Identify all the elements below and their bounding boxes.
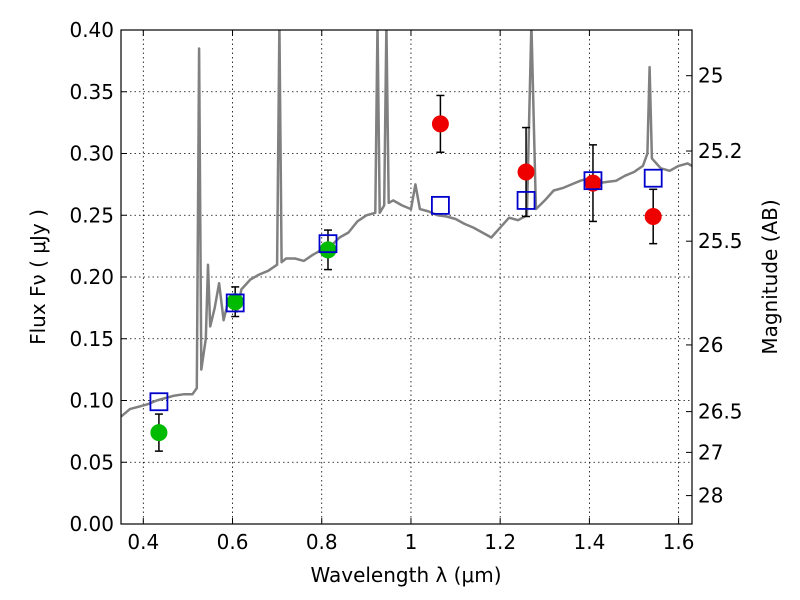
y2-tick-label: 25.2 — [698, 139, 743, 163]
y2-tick-label: 26.5 — [698, 400, 743, 424]
y-tick-label: 0.10 — [69, 389, 114, 413]
model-point — [225, 293, 245, 313]
data-point — [319, 241, 337, 259]
data-point — [517, 163, 535, 181]
x-tick-label: 1.2 — [484, 530, 516, 554]
x-tick-label: 1 — [405, 530, 418, 554]
axes: 0.4 0.6 0.8 1 1.2 1.4 1.6 0.00 0.05 0.10 0.15 0.20 0… — [69, 18, 742, 554]
y2-tick-label: 25.5 — [698, 229, 743, 253]
y-tick-label: 0.00 — [69, 512, 114, 536]
model-point — [431, 195, 450, 215]
markers — [149, 94, 663, 452]
x-tick-label: 0.8 — [306, 530, 338, 554]
x-tick-label: 0.6 — [217, 530, 249, 554]
y2-tick-label: 26 — [698, 333, 723, 357]
y-tick-label: 0.25 — [69, 203, 114, 227]
y2-tick-label: 28 — [698, 484, 723, 508]
y-tick-label: 0.40 — [69, 18, 114, 42]
data-point — [150, 424, 168, 442]
model-point — [583, 171, 603, 191]
model-point — [149, 392, 169, 412]
x-axis-label: Wavelength λ (μm) — [310, 563, 501, 587]
data-point — [431, 115, 449, 133]
y-axis-label: Flux Fν ( μJy ) — [26, 209, 50, 345]
x-tick-label: 1.4 — [573, 530, 605, 554]
y-tick-label: 0.05 — [69, 450, 114, 474]
y2-axis-label: Magnitude (AB) — [758, 199, 782, 354]
data-point — [226, 293, 244, 311]
x-tick-label: 0.4 — [127, 530, 159, 554]
y2-tick-label: 27 — [698, 440, 723, 464]
y-tick-label: 0.20 — [69, 265, 114, 289]
model-point — [516, 191, 536, 210]
model-point — [643, 168, 663, 188]
model-point — [318, 234, 338, 254]
data-point — [644, 207, 662, 225]
x-tick-label: 1.6 — [663, 530, 695, 554]
y-tick-label: 0.15 — [69, 327, 114, 351]
y-tick-label: 0.35 — [69, 80, 114, 104]
y2-tick-label: 25 — [698, 64, 723, 88]
y-tick-label: 0.30 — [69, 142, 114, 166]
